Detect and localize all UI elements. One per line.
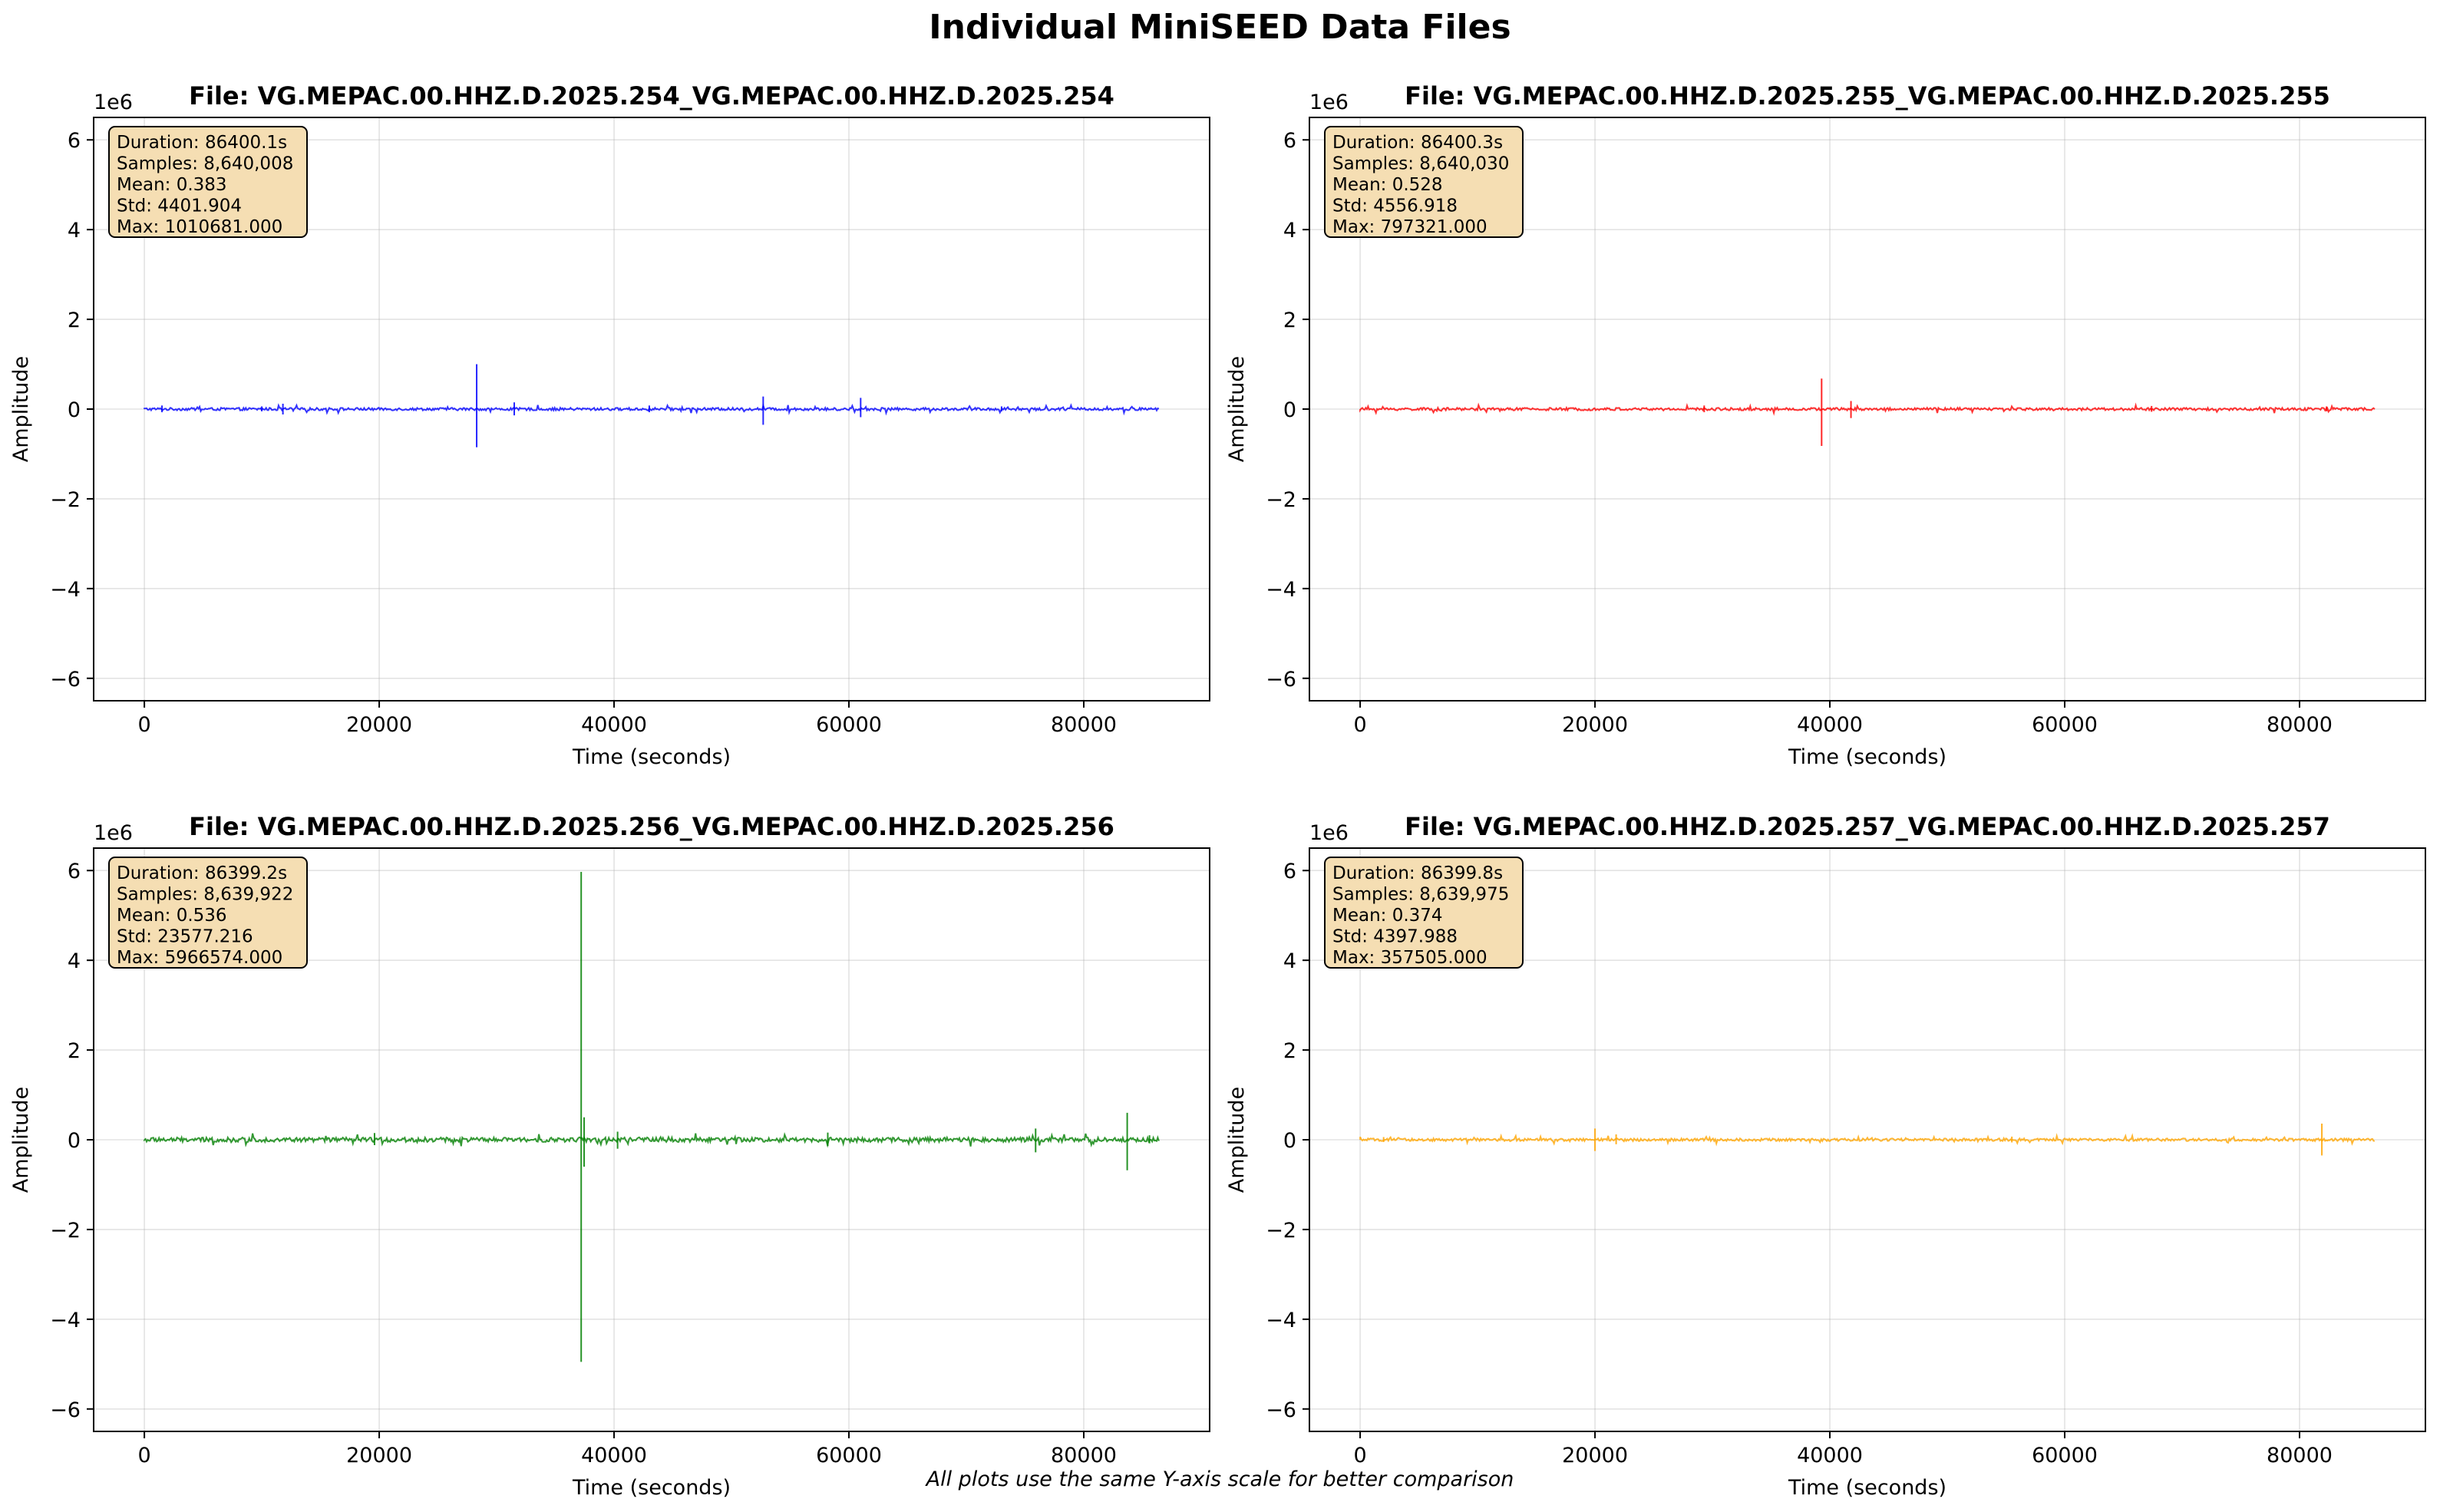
- x-tick-label: 20000: [346, 713, 412, 737]
- y-offset-label: 1e6: [1309, 91, 1349, 114]
- x-tick-label: 20000: [1562, 713, 1628, 737]
- subplot-2: 0 20000 40000 60000 80000 −6 −4 −2 0 2 4 6 1e6 File: …: [1225, 81, 2426, 769]
- y-tick-label: −6: [1266, 668, 1296, 692]
- stats-line: Mean: 0.528: [1332, 175, 1443, 195]
- x-tick-label: 40000: [581, 1444, 647, 1467]
- x-tick-label: 60000: [2032, 713, 2098, 737]
- stats-line: Samples: 8,640,008: [117, 154, 293, 174]
- waveform-trace: [1359, 402, 2376, 416]
- stats-line: Duration: 86400.1s: [117, 133, 287, 153]
- y-tick-label: 4: [68, 949, 81, 973]
- y-axis-label: Amplitude: [1225, 1087, 1249, 1193]
- stats-line: Mean: 0.383: [117, 175, 227, 195]
- y-tick-label: 4: [68, 219, 81, 243]
- figure-footnote: All plots use the same Y-axis scale for …: [926, 1467, 1514, 1491]
- x-tick-label: 80000: [1051, 713, 1117, 737]
- subplot-1: 0 20000 40000 60000 80000 −6 −4 −2 0 2 4 6 1e6 File: …: [9, 81, 1210, 769]
- stats-line: Samples: 8,639,975: [1332, 885, 1509, 905]
- x-tick-label: 40000: [581, 713, 647, 737]
- y-axis-label: Amplitude: [1225, 356, 1249, 462]
- stats-line: Duration: 86399.8s: [1332, 863, 1503, 883]
- y-tick-label: 0: [68, 398, 81, 422]
- y-tick-label: 0: [1283, 1129, 1296, 1153]
- stats-line: Max: 357505.000: [1332, 948, 1487, 968]
- waveform-trace: [144, 1132, 1160, 1148]
- y-tick-label: −4: [1266, 1309, 1296, 1332]
- subplot-title: File: VG.MEPAC.00.HHZ.D.2025.256_VG.MEPA…: [189, 812, 1114, 841]
- stats-line: Std: 4401.904: [117, 196, 242, 216]
- y-offset-label: 1e6: [1309, 821, 1349, 845]
- stats-line: Std: 4556.918: [1332, 196, 1458, 216]
- x-tick-label: 0: [137, 1444, 150, 1467]
- x-tick-label: 60000: [816, 1444, 882, 1467]
- x-tick-label: 80000: [2267, 1444, 2333, 1467]
- stats-line: Samples: 8,640,030: [1332, 154, 1509, 174]
- stats-line: Max: 1010681.000: [117, 217, 282, 237]
- stats-line: Max: 797321.000: [1332, 217, 1487, 237]
- y-tick-label: 6: [1283, 129, 1296, 153]
- y-tick-label: 2: [1283, 1039, 1296, 1063]
- subplot-title: File: VG.MEPAC.00.HHZ.D.2025.255_VG.MEPA…: [1405, 81, 2330, 111]
- subplot-title: File: VG.MEPAC.00.HHZ.D.2025.257_VG.MEPA…: [1405, 812, 2330, 841]
- y-tick-label: 4: [1283, 949, 1296, 973]
- x-tick-label: 0: [137, 713, 150, 737]
- y-tick-label: −2: [50, 1219, 81, 1243]
- x-tick-label: 40000: [1797, 713, 1863, 737]
- x-axis-label: Time (seconds): [572, 745, 731, 769]
- y-tick-label: 2: [1283, 309, 1296, 332]
- stats-line: Std: 23577.216: [117, 927, 253, 947]
- stats-box: [108, 126, 308, 238]
- stats-line: Duration: 86400.3s: [1332, 133, 1503, 153]
- y-tick-label: 2: [68, 309, 81, 332]
- y-tick-label: 6: [1283, 860, 1296, 883]
- y-tick-label: 4: [1283, 219, 1296, 243]
- x-tick-label: 0: [1353, 1444, 1366, 1467]
- waveform-trace: [144, 403, 1160, 416]
- y-offset-label: 1e6: [94, 821, 133, 845]
- x-tick-label: 60000: [816, 713, 882, 737]
- x-tick-label: 80000: [2267, 713, 2333, 737]
- y-tick-label: 2: [68, 1039, 81, 1063]
- stats-box: [108, 857, 308, 969]
- x-tick-label: 80000: [1051, 1444, 1117, 1467]
- y-tick-label: −2: [50, 488, 81, 512]
- subplot-title: File: VG.MEPAC.00.HHZ.D.2025.254_VG.MEPA…: [189, 81, 1114, 111]
- y-tick-label: −6: [50, 668, 81, 692]
- y-tick-label: −4: [1266, 578, 1296, 602]
- y-offset-label: 1e6: [94, 91, 133, 114]
- x-tick-label: 40000: [1797, 1444, 1863, 1467]
- y-tick-label: 0: [68, 1129, 81, 1153]
- y-tick-label: 6: [68, 860, 81, 883]
- stats-box: [1324, 857, 1524, 969]
- y-tick-label: 6: [68, 129, 81, 153]
- y-axis-label: Amplitude: [9, 356, 33, 462]
- x-tick-label: 20000: [346, 1444, 412, 1467]
- x-axis-label: Time (seconds): [1788, 745, 1946, 769]
- x-axis-label: Time (seconds): [1788, 1476, 1946, 1500]
- waveform-trace: [1359, 1133, 2375, 1147]
- y-tick-label: −2: [1266, 1219, 1296, 1243]
- stats-line: Samples: 8,639,922: [117, 885, 293, 905]
- stats-line: Max: 5966574.000: [117, 948, 282, 968]
- figure-title: Individual MiniSEED Data Files: [929, 8, 1511, 47]
- y-tick-label: −2: [1266, 488, 1296, 512]
- y-tick-label: −4: [50, 1309, 81, 1332]
- y-tick-label: −6: [1266, 1398, 1296, 1422]
- stats-box: [1324, 126, 1524, 238]
- x-tick-label: 60000: [2032, 1444, 2098, 1467]
- y-tick-label: −4: [50, 578, 81, 602]
- stats-line: Mean: 0.374: [1332, 906, 1443, 926]
- subplot-3: 0 20000 40000 60000 80000 −6 −4 −2 0 2 4 6 1e6 File: …: [9, 812, 1210, 1500]
- x-axis-label: Time (seconds): [572, 1476, 731, 1500]
- y-tick-label: −6: [50, 1398, 81, 1422]
- stats-line: Std: 4397.988: [1332, 927, 1458, 947]
- x-tick-label: 0: [1353, 713, 1366, 737]
- y-axis-label: Amplitude: [9, 1087, 33, 1193]
- x-tick-label: 20000: [1562, 1444, 1628, 1467]
- y-tick-label: 0: [1283, 398, 1296, 422]
- subplot-4: 0 20000 40000 60000 80000 −6 −4 −2 0 2 4 6 1e6 File: …: [1225, 812, 2426, 1500]
- stats-line: Mean: 0.536: [117, 906, 227, 926]
- stats-line: Duration: 86399.2s: [117, 863, 287, 883]
